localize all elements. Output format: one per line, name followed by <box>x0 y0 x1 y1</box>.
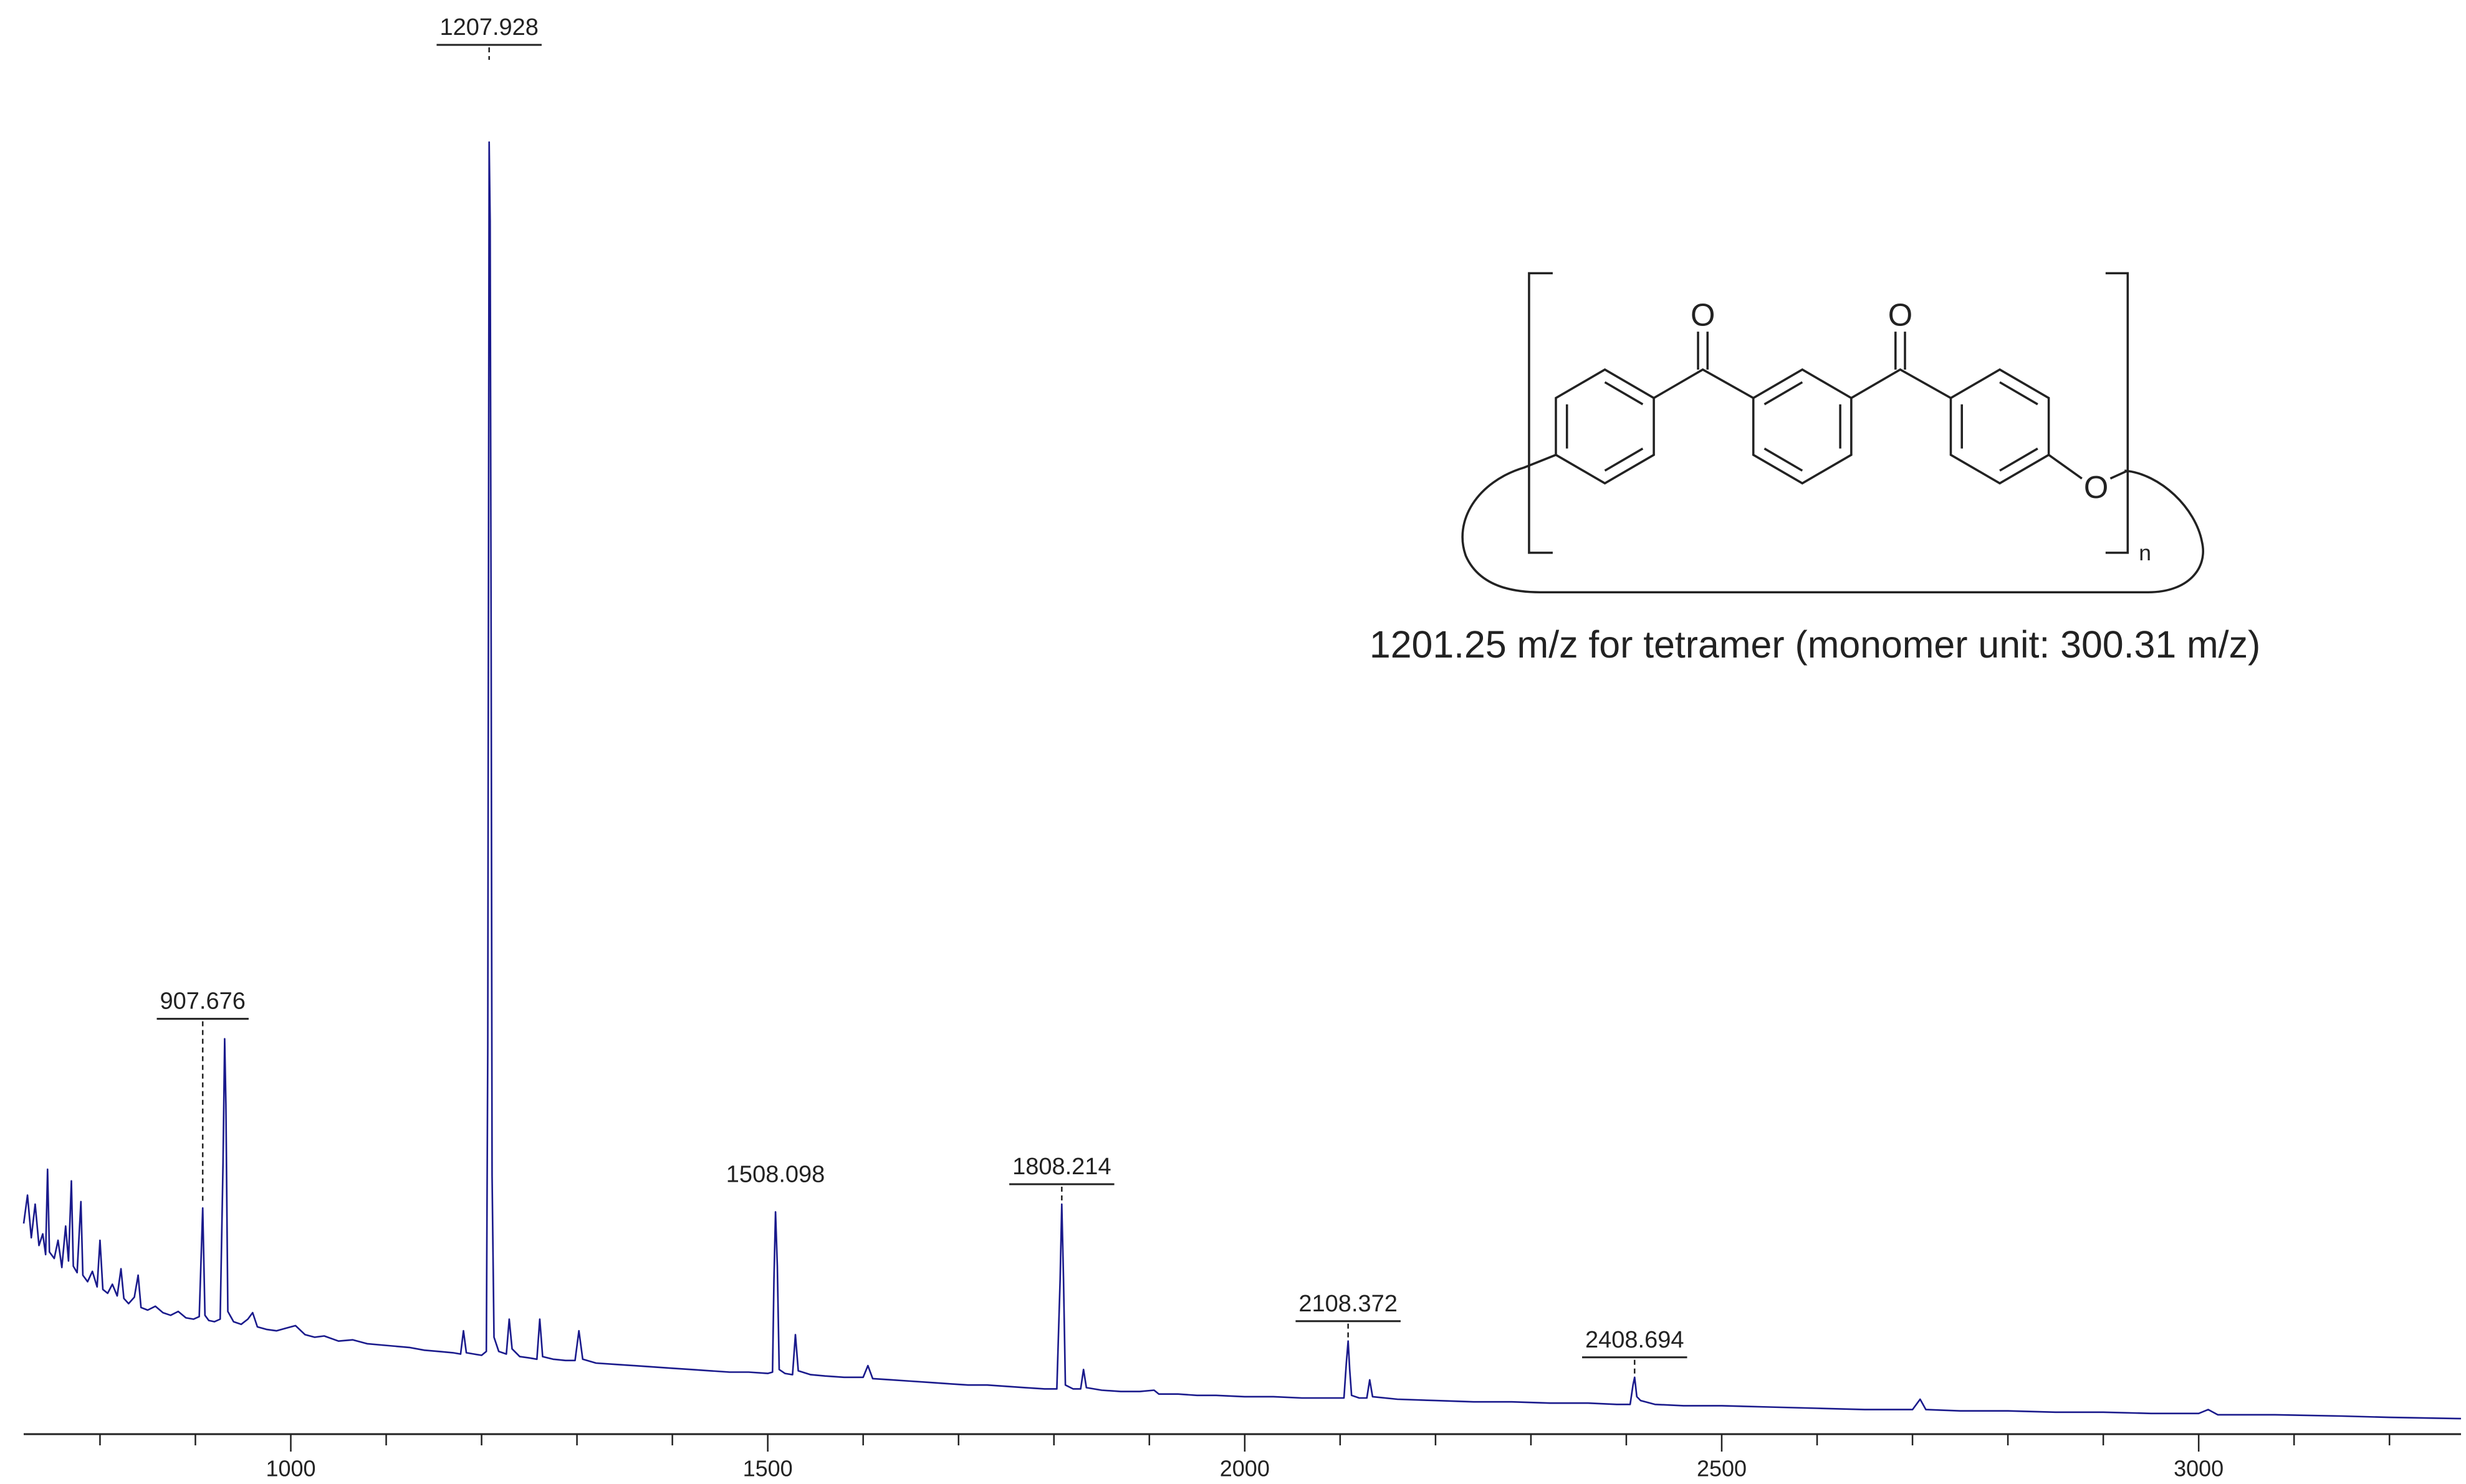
peak-label: 1808.214 <box>1012 1154 1111 1180</box>
peak-label: 1207.928 <box>439 14 539 41</box>
peak-label: 2408.694 <box>1585 1327 1684 1353</box>
ring <box>1555 368 1655 485</box>
x-tick-label: 1500 <box>743 1456 793 1482</box>
ring-closure <box>1461 454 2204 594</box>
peak-label: 1508.098 <box>726 1161 825 1187</box>
right-bracket <box>2105 272 2129 554</box>
carbonyl <box>1653 332 1754 400</box>
left-bracket <box>1528 272 1553 554</box>
annotation: 1201.25 m/z for tetramer (monomer unit: … <box>1370 623 2260 666</box>
x-tick-label: 2000 <box>1220 1456 1270 1482</box>
repeat-subscript: n <box>2139 540 2151 565</box>
x-tick-label: 2500 <box>1697 1456 1747 1482</box>
atom-label: O <box>1691 297 1715 333</box>
ether-bond <box>2048 454 2129 480</box>
peak-label: 907.676 <box>160 989 246 1015</box>
peak-label: 2108.372 <box>1298 1291 1398 1317</box>
atom-label: O <box>1888 297 1912 333</box>
structure: O O O n 1201.25 m/z for tetramer (monome… <box>1370 272 2260 666</box>
x-tick-label: 3000 <box>2174 1456 2224 1482</box>
ring-double-bonds <box>1763 381 1841 472</box>
ring <box>1752 368 1853 485</box>
spectrum-line <box>22 141 2462 1420</box>
ring <box>1949 368 2050 485</box>
carbonyl <box>1850 332 1952 400</box>
atom-label: O <box>2084 469 2108 505</box>
ring-double-bonds <box>1565 381 1644 472</box>
ring-double-bonds <box>1960 381 2038 472</box>
x-tick-label: 1000 <box>266 1456 315 1482</box>
